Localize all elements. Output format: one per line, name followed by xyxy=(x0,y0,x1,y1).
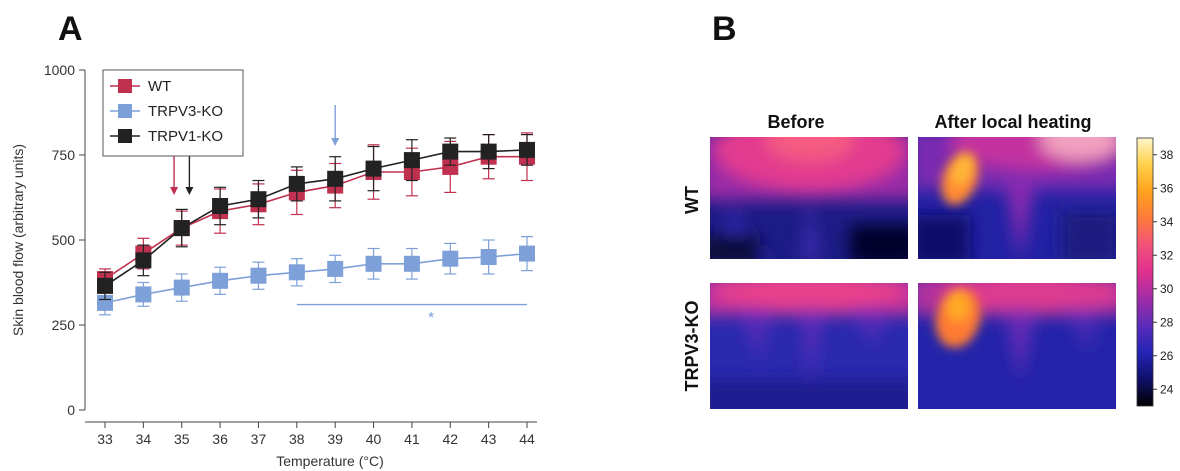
legend-label: WT xyxy=(148,78,171,95)
data-point xyxy=(442,158,459,175)
arrow-head xyxy=(170,187,179,195)
series-trpv1-ko xyxy=(97,134,535,301)
legend-swatch xyxy=(118,129,132,143)
row-label-wt: WT xyxy=(682,186,702,214)
x-tick-label: 44 xyxy=(519,431,535,447)
x-tick-label: 37 xyxy=(251,431,267,447)
data-point xyxy=(97,277,113,294)
data-point xyxy=(288,264,305,281)
data-point xyxy=(250,191,267,208)
data-point xyxy=(480,143,497,160)
x-tick-label: 43 xyxy=(481,431,497,447)
data-point xyxy=(519,245,535,262)
data-point xyxy=(212,198,229,214)
legend-swatch xyxy=(118,79,132,93)
arrow-head xyxy=(331,138,340,146)
data-point xyxy=(365,255,382,272)
y-tick-label: 1000 xyxy=(44,62,75,78)
x-tick-label: 40 xyxy=(366,431,382,447)
thermal-image-trpv3-ko-before xyxy=(710,283,908,409)
x-tick-label: 34 xyxy=(136,431,152,447)
colorbar-tick-label: 34 xyxy=(1160,215,1174,229)
data-point xyxy=(135,252,152,269)
panel-b-letter: B xyxy=(712,10,737,48)
series-trpv3-ko xyxy=(97,236,535,316)
thermal-image-panel-b: Before After local heating WT TRPV3-KO xyxy=(682,112,1174,409)
series-line xyxy=(104,149,528,287)
arrow-head xyxy=(185,187,194,195)
data-point xyxy=(327,260,344,277)
data-point xyxy=(365,160,382,177)
data-point xyxy=(327,170,344,187)
data-point xyxy=(442,143,459,160)
colorbar-tick-label: 28 xyxy=(1160,315,1174,329)
chart-a-annotations: * xyxy=(170,105,527,327)
x-tick-label: 36 xyxy=(212,431,228,447)
chart-a-axes: 0 250 500 750 1000 33 34 35 36 37 38 39 40 41 42 43 44 xyxy=(44,62,537,447)
x-tick-label: 42 xyxy=(442,431,458,447)
line-chart-a: 0 250 500 750 1000 33 34 35 36 37 38 39 40 41 42 43 44 *… xyxy=(10,62,537,469)
y-tick-label: 750 xyxy=(52,147,76,163)
data-point xyxy=(173,279,190,296)
colorbar-ticks: 24 26 28 30 32 34 36 38 xyxy=(1153,148,1174,396)
thermal-image-wt-after xyxy=(918,137,1116,259)
column-label-after-heating: After local heating xyxy=(934,112,1091,132)
panel-a-letter: A xyxy=(58,10,83,48)
colorbar-tick-label: 36 xyxy=(1160,181,1174,195)
y-tick-label: 0 xyxy=(67,402,75,418)
colorbar xyxy=(1136,137,1154,407)
data-point xyxy=(135,286,152,303)
colorbar-tick-label: 32 xyxy=(1160,248,1174,262)
legend-label: TRPV3-KO xyxy=(148,103,223,120)
y-axis-label: Skin blood flow (arbitrary units) xyxy=(10,144,26,336)
x-tick-label: 38 xyxy=(289,431,305,447)
data-point xyxy=(173,220,190,237)
y-tick-label: 500 xyxy=(52,232,76,248)
y-tick-label: 250 xyxy=(52,317,76,333)
significance-asterisk: * xyxy=(428,310,434,327)
series-line xyxy=(104,155,527,280)
x-tick-label: 39 xyxy=(327,431,343,447)
row-label-trpv3-ko: TRPV3-KO xyxy=(682,300,702,391)
data-point xyxy=(442,250,459,267)
series-line xyxy=(104,252,528,304)
data-point xyxy=(519,141,535,158)
thermal-image-trpv3-ko-after xyxy=(918,283,1116,409)
data-point xyxy=(403,152,420,169)
x-tick-label: 41 xyxy=(404,431,420,447)
thermal-image-wt-before xyxy=(710,137,908,259)
legend-swatch xyxy=(118,104,132,118)
colorbar-tick-label: 30 xyxy=(1160,282,1174,296)
colorbar-tick-label: 24 xyxy=(1160,382,1174,396)
colorbar-tick-label: 26 xyxy=(1160,349,1174,363)
x-tick-label: 33 xyxy=(97,431,113,447)
colorbar-tick-label: 38 xyxy=(1160,148,1174,162)
legend-label: TRPV1-KO xyxy=(148,128,223,145)
data-point xyxy=(480,249,497,265)
x-axis-label: Temperature (°C) xyxy=(276,453,384,469)
x-tick-label: 35 xyxy=(174,431,190,447)
data-point xyxy=(288,175,305,192)
chart-a-legend: WT TRPV3-KO TRPV1-KO xyxy=(102,69,244,157)
data-point xyxy=(212,272,229,289)
data-point xyxy=(250,267,267,284)
column-label-before: Before xyxy=(767,112,824,132)
data-point xyxy=(403,255,420,272)
chart-a-series xyxy=(97,132,535,316)
